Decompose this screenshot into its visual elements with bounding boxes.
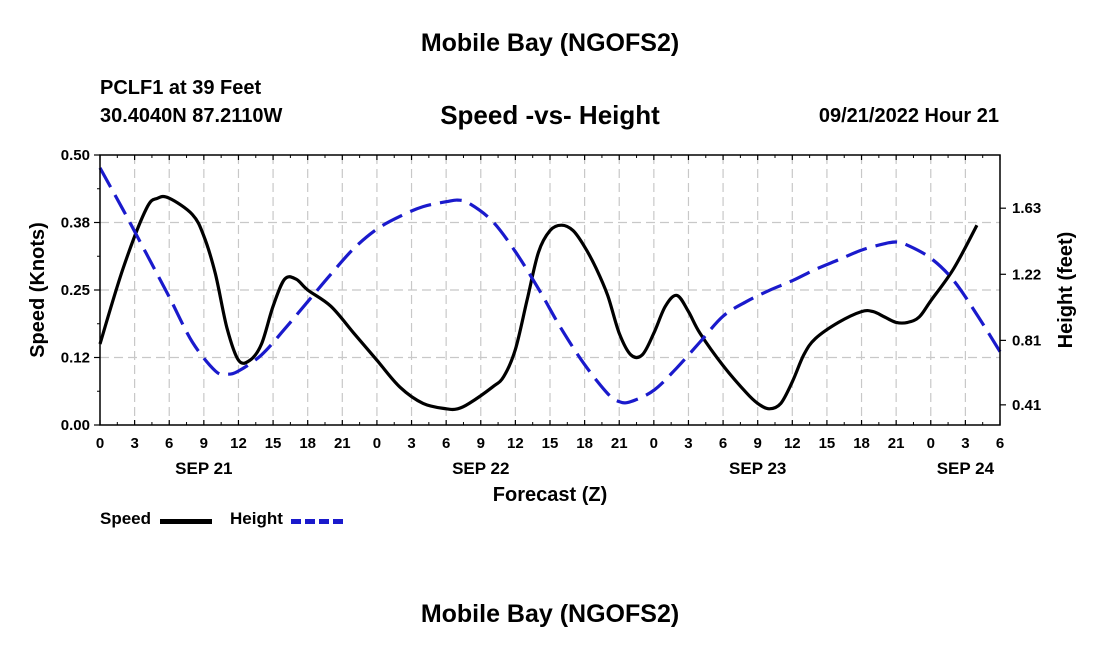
x-tick-label: 21 [888,435,905,452]
x-tick-label: 3 [130,435,138,452]
legend-speed-swatch [160,519,212,524]
x-tick-label: 12 [507,435,524,452]
series-line-height [98,167,1002,405]
x-axis-label: Forecast (Z) [493,484,607,506]
y-tick-label: 0.00 [61,417,90,434]
footer-title: Mobile Bay (NGOFS2) [420,600,680,628]
x-tick-label: 3 [407,435,415,452]
x-tick-label: 15 [542,435,559,452]
legend-speed-label: Speed [100,509,152,528]
forecast-run-time: 09/21/2022 Hour 21 [818,105,999,127]
chart-main-title: Mobile Bay (NGOFS2) [420,29,680,57]
x-tick-label: 18 [853,435,870,452]
x-tick-label: 12 [784,435,801,452]
y-tick-label: 0.38 [61,215,90,232]
y2-axis-label: Height (feet) [1055,232,1077,349]
station-label: PCLF1 at 39 Feet [100,77,262,99]
grid-lines [100,155,1000,425]
date-label: SEP 24 [937,459,995,478]
series-line-speed [98,194,979,412]
y-tick-label: 0.12 [61,350,90,367]
x-tick-label: 0 [650,435,658,452]
date-label: SEP 23 [729,459,786,478]
y2-tick-label: 0.81 [1012,332,1041,349]
x-tick-label: 15 [819,435,836,452]
x-tick-label: 9 [477,435,485,452]
x-tick-label: 3 [961,435,969,452]
y2-tick-label: 0.41 [1012,397,1041,414]
x-tick-label: 9 [200,435,208,452]
x-tick-label: 0 [96,435,104,452]
x-tick-label: 12 [230,435,247,452]
x-tick-label: 18 [576,435,593,452]
legend-height-label: Height [230,509,283,528]
y-tick-label: 0.50 [61,147,90,164]
x-tick-label: 9 [754,435,762,452]
x-tick-label: 6 [165,435,173,452]
x-tick-label: 3 [684,435,692,452]
y-tick-label: 0.25 [61,282,90,299]
x-tick-label: 0 [373,435,381,452]
station-coords: 30.4040N 87.2110W [100,105,283,127]
series-layer [98,167,1002,412]
x-tick-label: 6 [996,435,1004,452]
axes: 0 3 6 9 12 15 18 21 0 3 6 9 12 15 18 21 0 3 6 9 12 15 18 21 0 3 6S… [61,147,1041,478]
y2-tick-label: 1.22 [1012,266,1041,283]
x-tick-label: 6 [442,435,450,452]
x-tick-label: 21 [334,435,351,452]
y2-tick-label: 1.63 [1012,200,1041,217]
date-label: SEP 21 [175,459,232,478]
y-axis-label: Speed (Knots) [27,222,49,358]
legend-height-swatch [291,519,343,524]
chart-subtitle: Speed -vs- Height [440,100,660,130]
x-tick-label: 0 [927,435,935,452]
x-tick-label: 15 [265,435,282,452]
x-tick-label: 18 [299,435,316,452]
x-tick-label: 6 [719,435,727,452]
date-label: SEP 22 [452,459,509,478]
x-tick-label: 21 [611,435,628,452]
